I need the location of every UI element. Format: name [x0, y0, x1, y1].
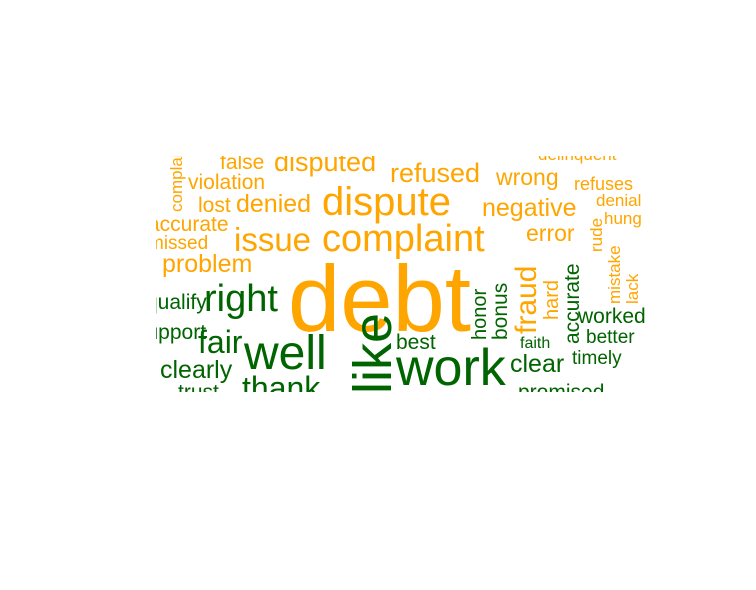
word-problem: problem — [162, 250, 253, 278]
word-thank: thank — [242, 370, 321, 392]
word-denied: denied — [236, 190, 312, 218]
word-lost: lost — [198, 194, 231, 217]
word-violation: violation — [188, 171, 266, 194]
word-hard: hard — [541, 279, 563, 320]
word-like: like — [343, 312, 403, 392]
word-honor: honor — [469, 288, 491, 340]
word-work: work — [396, 339, 506, 392]
word-hung: hung — [604, 209, 642, 228]
word-better: better — [586, 327, 635, 348]
word-delinquent: delinquent — [538, 156, 616, 163]
word-refuses: refuses — [574, 174, 634, 194]
word-timely: timely — [572, 348, 622, 369]
word-complaint-vertical: complaint — [167, 156, 186, 212]
word-accurate-pos: accurate — [561, 263, 584, 344]
word-worked: worked — [578, 305, 646, 328]
word-support: support — [156, 321, 207, 344]
word-clearly: clearly — [160, 356, 233, 384]
word-trust: trust — [178, 382, 219, 392]
word-cloud: debt dispute complaint issue refused dis… — [156, 156, 648, 392]
word-faith: faith — [520, 335, 551, 352]
word-lack: lack — [623, 273, 642, 304]
word-well: well — [244, 327, 327, 380]
word-issue: issue — [234, 221, 312, 258]
word-false: false — [220, 156, 265, 174]
word-clear: clear — [510, 350, 565, 378]
word-bonus: bonus — [489, 282, 512, 340]
word-mistake: mistake — [605, 245, 624, 304]
word-qualify: qualify — [156, 291, 207, 314]
word-denial: denial — [596, 191, 642, 210]
word-right: right — [204, 278, 278, 320]
word-complaint: complaint — [322, 218, 485, 260]
word-fraud: fraud — [510, 265, 543, 334]
word-debt: debt — [288, 246, 471, 351]
word-negative: negative — [482, 194, 577, 222]
word-accurate-neg: accurate — [156, 213, 229, 236]
word-rude: rude — [587, 217, 606, 252]
word-disputed: disputed — [274, 156, 377, 177]
word-missed: missed — [156, 233, 209, 254]
word-error: error — [526, 220, 575, 246]
word-refused: refused — [390, 158, 481, 188]
word-promised: promised — [518, 382, 604, 392]
word-fair: fair — [198, 324, 243, 360]
word-wrong: wrong — [496, 164, 559, 190]
word-dispute: dispute — [322, 180, 451, 224]
word-best: best — [396, 331, 436, 354]
